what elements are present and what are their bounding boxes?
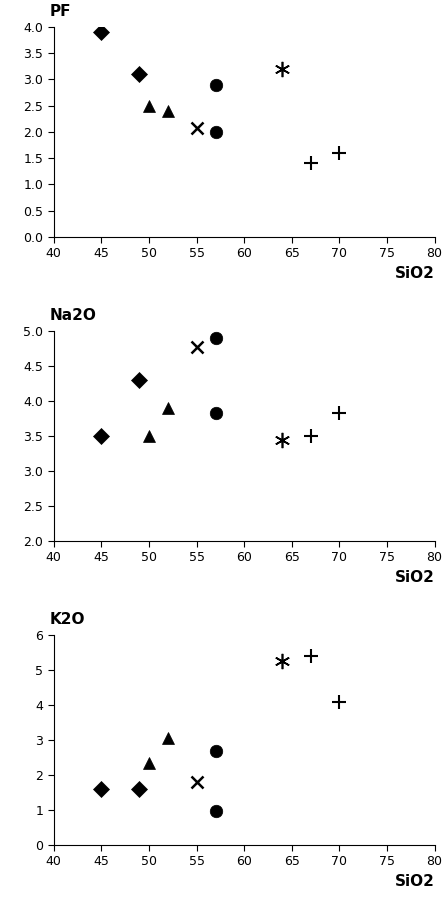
Text: SiO2: SiO2 [395,875,435,889]
Text: SiO2: SiO2 [395,266,435,281]
Text: Na2O: Na2O [50,307,97,323]
Text: PF: PF [50,4,71,19]
Text: K2O: K2O [50,612,86,627]
Text: SiO2: SiO2 [395,570,435,585]
